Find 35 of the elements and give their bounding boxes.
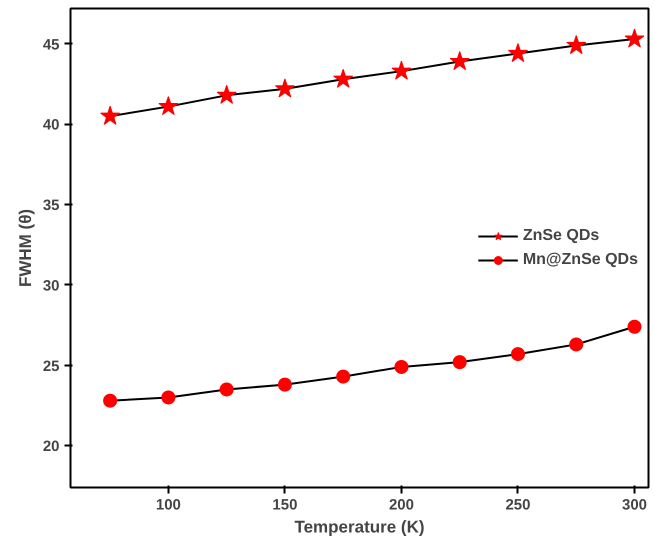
point	[278, 378, 292, 392]
point	[391, 60, 412, 80]
y-tick-label: 40	[42, 116, 60, 134]
y-tick-label: 35	[42, 197, 60, 214]
y-tick-label: 20	[42, 438, 60, 456]
point	[508, 43, 528, 62]
point	[216, 84, 237, 104]
y-tick-label: 45	[42, 36, 60, 54]
point	[333, 68, 354, 88]
point	[158, 96, 178, 116]
point	[624, 28, 645, 48]
y-axis-title: FWHM (θ)	[16, 208, 35, 288]
point	[161, 390, 176, 404]
point	[450, 51, 470, 70]
point	[103, 394, 118, 408]
x-tick-label: 200	[388, 496, 414, 514]
legend-label: ZnSe QDs	[522, 226, 600, 244]
point	[510, 347, 525, 362]
point	[569, 337, 584, 352]
x-tick-label: 100	[156, 496, 181, 514]
legend-label: Mn@ZnSe QDs	[522, 250, 638, 268]
point	[394, 360, 408, 374]
x-axis-title: Temperature (K)	[294, 518, 425, 536]
point	[566, 34, 586, 54]
point	[336, 370, 350, 384]
x-tick-label: 250	[505, 496, 530, 514]
x-tick-label: 300	[622, 496, 648, 514]
y-tick-label: 25	[42, 358, 60, 375]
point	[220, 382, 234, 396]
point	[628, 320, 642, 334]
y-tick-label: 30	[42, 277, 60, 294]
point	[274, 78, 295, 98]
point	[100, 106, 120, 125]
point	[452, 355, 467, 370]
x-tick-label: 150	[272, 496, 298, 514]
